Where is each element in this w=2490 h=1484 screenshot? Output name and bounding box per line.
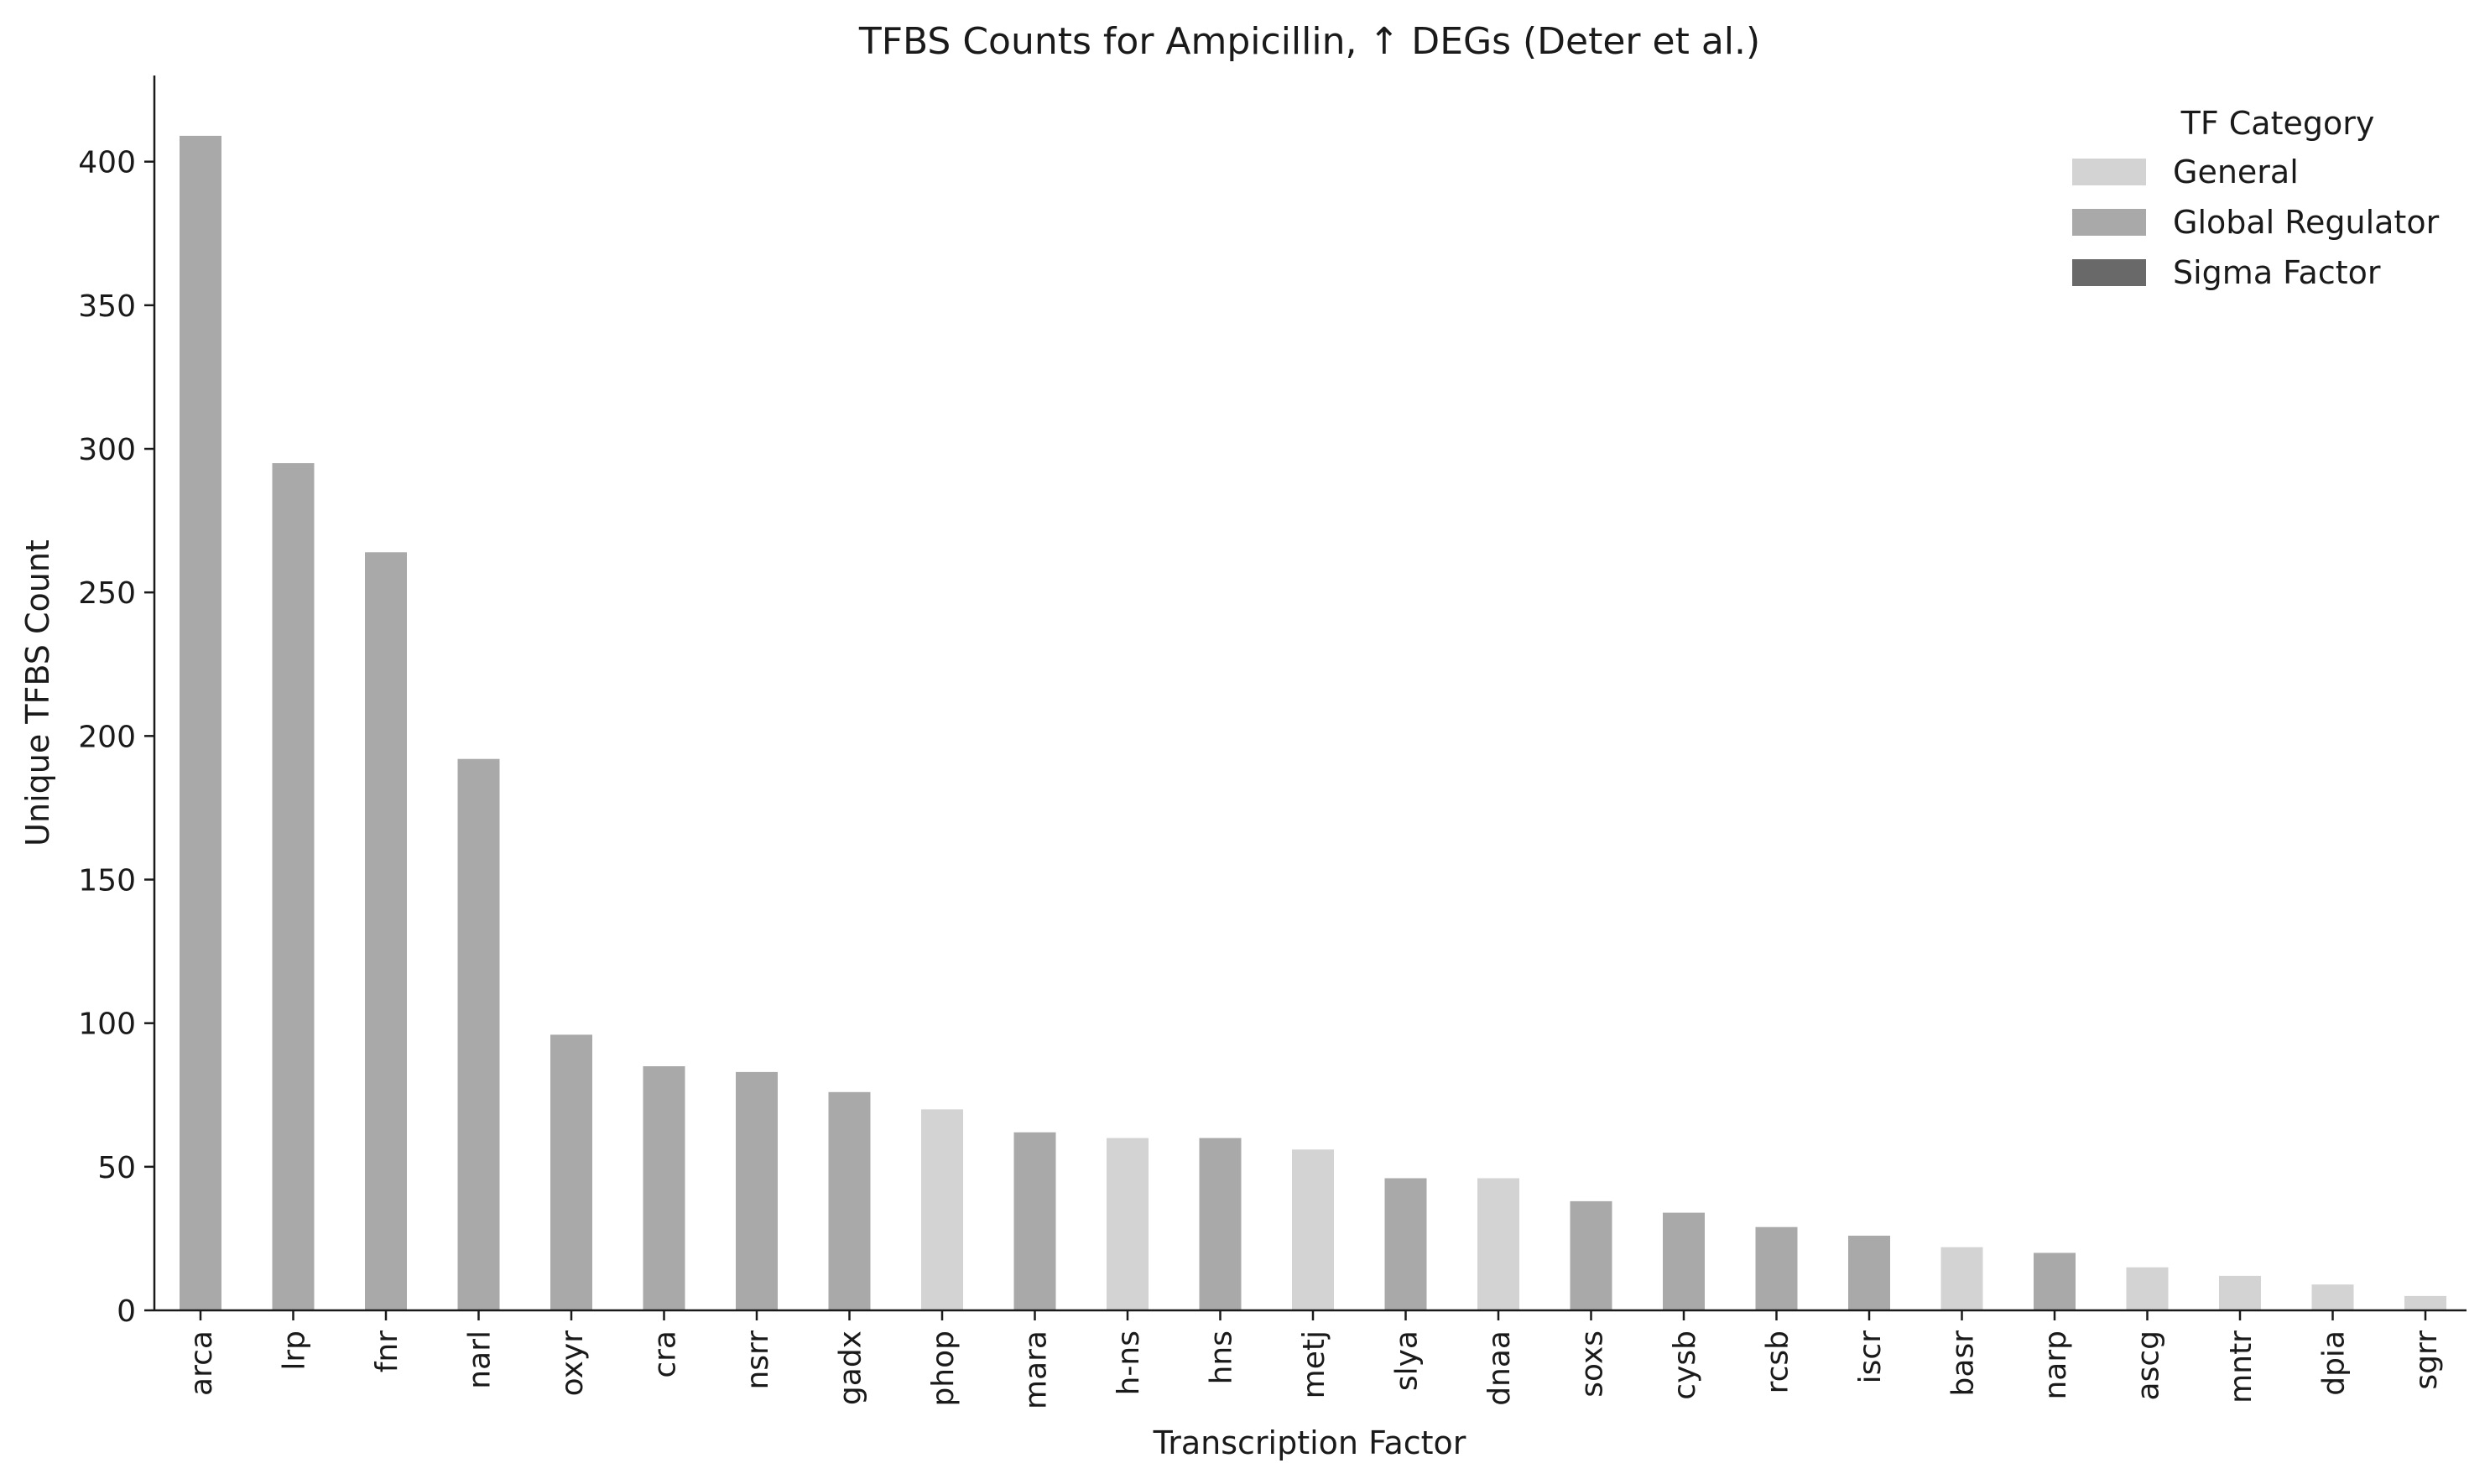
- bar-phop: [921, 1109, 963, 1310]
- y-tick-label: 300: [78, 433, 136, 467]
- legend-label: Global Regulator: [2173, 204, 2440, 241]
- legend-swatch: [2072, 209, 2146, 236]
- x-tick-label-mara: mara: [1019, 1330, 1054, 1409]
- y-tick-label: 200: [78, 720, 136, 754]
- y-tick-label: 350: [78, 289, 136, 324]
- y-tick-label: 150: [78, 864, 136, 898]
- bar-basr: [1940, 1247, 1983, 1310]
- x-tick-label-soxs: soxs: [1576, 1330, 1610, 1398]
- bar-ascg: [2126, 1267, 2169, 1310]
- y-axis-label: Unique TFBS Count: [19, 539, 56, 846]
- bar-cysb: [1663, 1212, 1705, 1310]
- x-tick-label-dpia: dpia: [2317, 1330, 2352, 1396]
- bar-slya: [1384, 1178, 1427, 1310]
- y-tick-label: 0: [117, 1294, 136, 1329]
- axes-layer: 0 50 100 150 200 250 300 350 400 arca lrp fnr narl ox…: [78, 76, 2467, 1409]
- x-tick-label-gadx: gadx: [834, 1330, 868, 1405]
- bar-iscr: [1848, 1236, 1890, 1310]
- x-tick-label-narl: narl: [463, 1330, 497, 1389]
- x-tick-label-hns: hns: [1205, 1330, 1239, 1384]
- bar-h-ns: [1107, 1138, 1149, 1310]
- x-tick-label-ascg: ascg: [2132, 1330, 2166, 1400]
- x-tick-label-cra: cra: [649, 1330, 683, 1378]
- bar-sgrr: [2404, 1295, 2446, 1310]
- x-tick-label-cysb: cysb: [1668, 1330, 1702, 1400]
- x-tick-label-mntr: mntr: [2224, 1330, 2258, 1403]
- legend-title: TF Category: [2180, 105, 2375, 142]
- x-axis-label: Transcription Factor: [1153, 1424, 1466, 1461]
- x-tick-label-iscr: iscr: [1853, 1330, 1888, 1384]
- bar-lrp: [272, 463, 315, 1310]
- x-tick-label-fnr: fnr: [370, 1330, 404, 1372]
- x-tick-label-lrp: lrp: [278, 1330, 312, 1371]
- bar-rcsb: [1755, 1226, 1798, 1310]
- bar-dpia: [2311, 1284, 2354, 1310]
- x-tick-label-rcsb: rcsb: [1761, 1330, 1795, 1393]
- bars-layer: [180, 135, 2446, 1310]
- legend-swatch: [2072, 259, 2146, 286]
- bar-mara: [1013, 1132, 1056, 1310]
- bar-dnaa: [1477, 1178, 1519, 1310]
- legend-label: General: [2173, 154, 2299, 190]
- bar-gadx: [828, 1091, 871, 1310]
- x-tick-label-basr: basr: [1946, 1330, 1981, 1397]
- x-tick-label-metj: metj: [1297, 1330, 1331, 1398]
- bar-hns: [1199, 1138, 1242, 1310]
- legend: TF Category General Global Regulator Sigma…: [2072, 105, 2440, 291]
- legend-swatch: [2072, 159, 2146, 185]
- bar-narp: [2034, 1252, 2076, 1310]
- bar-arca: [180, 135, 221, 1310]
- y-tick-label: 250: [78, 576, 136, 611]
- chart-title: TFBS Counts for Ampicillin, ↑ DEGs (Dete…: [858, 20, 1760, 63]
- x-tick-label-dnaa: dnaa: [1482, 1330, 1517, 1406]
- y-tick-label: 400: [78, 146, 136, 180]
- y-tick-label: 50: [97, 1151, 136, 1185]
- x-tick-label-slya: slya: [1390, 1330, 1425, 1391]
- legend-label: Sigma Factor: [2173, 254, 2381, 291]
- x-tick-label-sgrr: sgrr: [2409, 1330, 2444, 1390]
- x-tick-label-narp: narp: [2039, 1330, 2073, 1400]
- bar-mntr: [2219, 1275, 2261, 1310]
- bar-soxs: [1570, 1200, 1612, 1310]
- x-tick-label-phop: phop: [926, 1330, 961, 1407]
- x-tick-label-arca: arca: [185, 1330, 219, 1396]
- bar-fnr: [365, 552, 407, 1310]
- y-tick-label: 100: [78, 1008, 136, 1042]
- x-tick-label-h-ns: h-ns: [1112, 1330, 1146, 1395]
- bar-oxyr: [550, 1034, 592, 1310]
- bar-nsrr: [736, 1071, 778, 1310]
- bar-narl: [457, 758, 500, 1310]
- x-tick-label-nsrr: nsrr: [741, 1330, 775, 1390]
- bar-metj: [1292, 1149, 1334, 1310]
- x-tick-label-oxyr: oxyr: [555, 1330, 590, 1397]
- bar-cra: [643, 1066, 685, 1310]
